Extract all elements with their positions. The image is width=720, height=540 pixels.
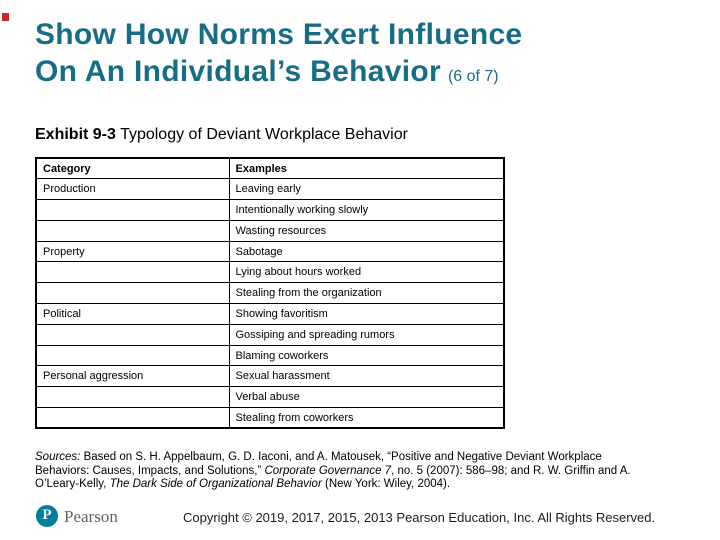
table-header-row: Category Examples xyxy=(35,157,505,180)
example-cell: Sexual harassment xyxy=(228,365,505,388)
red-accent-square xyxy=(2,13,9,21)
table-row: Property Sabotage xyxy=(35,240,505,263)
sources-word: Sources: xyxy=(35,451,81,463)
sources-text: , no. 5 (2007): 586–98; and R. W. Griffi… xyxy=(391,464,631,477)
slide-title-line1: Show How Norms Exert Influence xyxy=(35,18,523,51)
example-cell: Showing favoritism xyxy=(228,303,505,325)
deviant-behavior-table: Category Examples Production Leaving ear… xyxy=(35,157,505,430)
sources-text: O’Leary-Kelly, xyxy=(35,478,110,491)
category-cell xyxy=(35,407,230,429)
example-cell: Wasting resources xyxy=(228,219,505,242)
category-cell xyxy=(35,282,230,305)
category-cell: Personal aggression xyxy=(35,365,230,388)
table-row: Verbal abuse xyxy=(35,386,505,409)
pearson-wordmark: Pearson xyxy=(64,507,118,526)
slide-title-line2: On An Individual’s Behavior xyxy=(35,55,441,88)
category-cell xyxy=(35,219,230,242)
table-row: Intentionally working slowly xyxy=(35,199,505,221)
column-header-examples: Examples xyxy=(228,157,505,180)
sources-line: Sources: Based on S. H. Appelbaum, G. D.… xyxy=(35,451,683,465)
table-row: Lying about hours worked xyxy=(35,261,505,284)
example-cell: Gossiping and spreading rumors xyxy=(228,323,505,346)
table-row: Gossiping and spreading rumors xyxy=(35,323,505,346)
example-cell: Verbal abuse xyxy=(228,386,505,409)
example-cell: Leaving early xyxy=(228,178,505,201)
example-cell: Intentionally working slowly xyxy=(228,199,505,221)
table-row: Stealing from the organization xyxy=(35,282,505,305)
column-header-category: Category xyxy=(35,157,230,180)
table-row: Wasting resources xyxy=(35,219,505,242)
category-cell: Political xyxy=(35,303,230,325)
category-cell: Property xyxy=(35,240,230,263)
example-cell: Lying about hours worked xyxy=(228,261,505,284)
example-cell: Stealing from coworkers xyxy=(228,407,505,429)
sources-text: Behaviors: Causes, Impacts, and Solution… xyxy=(35,464,265,477)
copyright-notice: Copyright © 2019, 2017, 2015, 2013 Pears… xyxy=(183,510,656,525)
table-row: Political Showing favoritism xyxy=(35,303,505,325)
category-cell xyxy=(35,344,230,367)
category-cell xyxy=(35,323,230,346)
journal-title: Corporate Governance 7 xyxy=(264,464,392,477)
sources-text: Based on S. H. Appelbaum, G. D. Iaconi, … xyxy=(80,451,602,463)
example-cell: Sabotage xyxy=(228,240,505,263)
table-row: Stealing from coworkers xyxy=(35,407,505,429)
exhibit-heading: Exhibit 9-3 Typology of Deviant Workplac… xyxy=(35,126,408,144)
slide-title: Show How Norms Exert Influence On An Ind… xyxy=(35,16,695,95)
table-row: Personal aggression Sexual harassment xyxy=(35,365,505,388)
category-cell: Production xyxy=(35,178,230,201)
book-title: The Dark Side of Organizational Behavior xyxy=(109,478,322,491)
page-indicator: (6 of 7) xyxy=(447,68,499,85)
sources-text: (New York: Wiley, 2004). xyxy=(321,478,451,491)
category-cell xyxy=(35,261,230,284)
example-cell: Stealing from the organization xyxy=(228,282,505,305)
table-row: Blaming coworkers xyxy=(35,344,505,367)
sources-line: O’Leary-Kelly, The Dark Side of Organiza… xyxy=(35,478,683,492)
category-cell xyxy=(35,199,230,221)
table-row: Production Leaving early xyxy=(35,178,505,201)
exhibit-label: Exhibit 9-3 xyxy=(35,126,116,143)
sources-note: Sources: Based on S. H. Appelbaum, G. D.… xyxy=(35,451,683,492)
sources-line: Behaviors: Causes, Impacts, and Solution… xyxy=(35,465,683,479)
exhibit-title: Typology of Deviant Workplace Behavior xyxy=(115,126,408,143)
category-cell xyxy=(35,386,230,409)
example-cell: Blaming coworkers xyxy=(228,344,505,367)
pearson-logo-icon: P xyxy=(36,505,58,527)
